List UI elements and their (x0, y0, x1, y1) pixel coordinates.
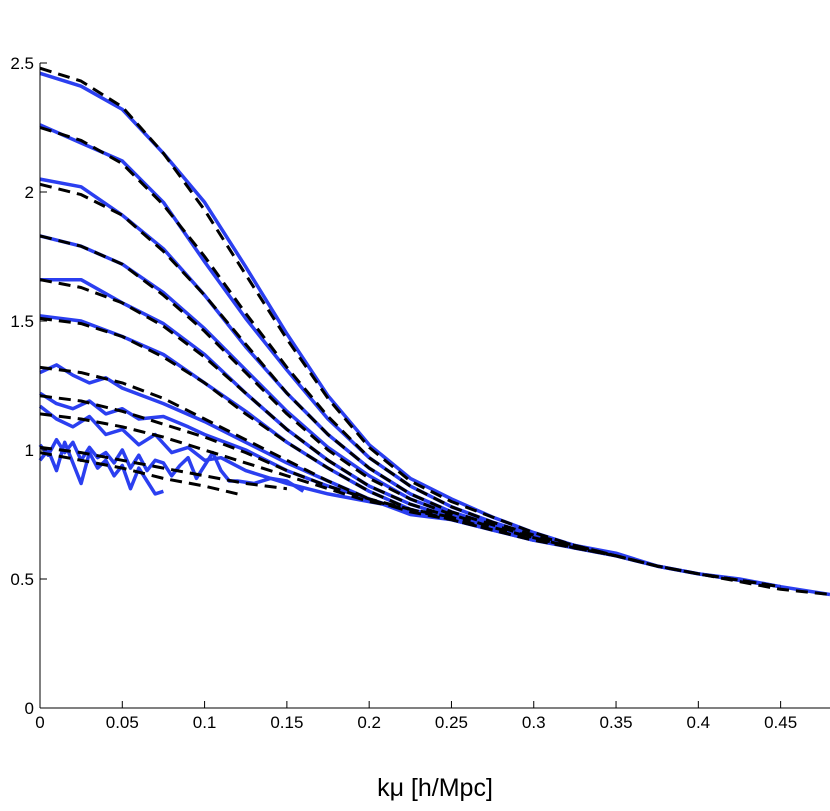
model-series-line-17 (39, 412, 411, 511)
plot-area (40, 63, 830, 708)
model-series-line-21 (39, 451, 238, 496)
y-tick-label-3: 1.5 (10, 312, 34, 331)
y-tick-label-4: 2 (25, 183, 34, 202)
y-tick-label-2: 1 (25, 441, 34, 460)
x-tick-label-9: 0.45 (764, 713, 797, 732)
x-tick-label-6: 0.3 (522, 713, 546, 732)
model-series-line-13 (39, 365, 493, 532)
model-series-line-5 (39, 182, 781, 589)
series-layer (38, 66, 830, 597)
x-axis-label: kμ [h/Mpc] (377, 774, 493, 802)
y-tick-label-1: 0.5 (10, 570, 34, 589)
x-tick-label-7: 0.35 (599, 713, 632, 732)
x-tick-label-0: 0 (35, 713, 44, 732)
x-tick-label-1: 0.05 (106, 713, 139, 732)
y-tick-label-0: 0 (25, 699, 34, 718)
y-tick-label-5: 2.5 (10, 54, 34, 73)
x-tick-label-8: 0.4 (687, 713, 711, 732)
x-tick-label-5: 0.25 (435, 713, 468, 732)
x-tick-label-4: 0.2 (357, 713, 381, 732)
x-tick-label-3: 0.15 (270, 713, 303, 732)
x-tick-label-2: 0.1 (193, 713, 217, 732)
model-series-line-7 (39, 234, 617, 558)
ticks: 0 0.05 0.1 0.15 0.2 0.25 0.3 0.35 0.4 0.45 0 0.5 1 1.… (10, 54, 797, 732)
model-series-line-19 (39, 445, 288, 491)
model-series-line-15 (39, 394, 452, 519)
